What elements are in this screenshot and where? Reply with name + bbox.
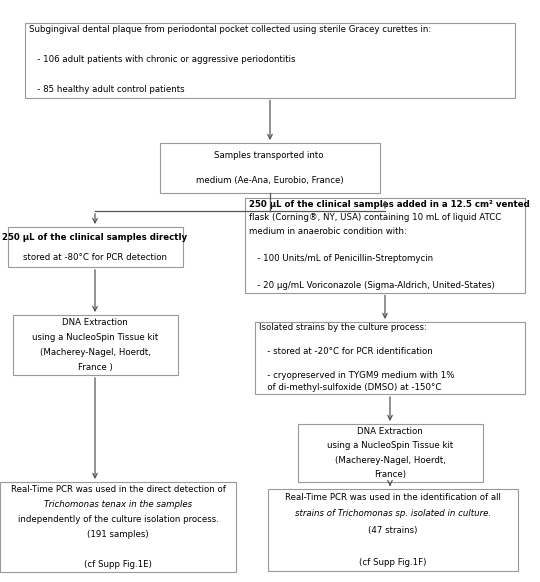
Text: Samples transported into: Samples transported into <box>214 151 326 160</box>
Text: DNA Extraction: DNA Extraction <box>357 427 423 436</box>
Text: Trichomonas tenax in the samples: Trichomonas tenax in the samples <box>44 500 192 509</box>
Text: France ): France ) <box>78 363 112 372</box>
Bar <box>25 23 515 98</box>
Bar <box>12 315 178 375</box>
Text: 250 µL of the clinical samples added in a 12.5 cm² vented: 250 µL of the clinical samples added in … <box>249 200 530 209</box>
Text: - 106 adult patients with chronic or aggressive periodontitis: - 106 adult patients with chronic or agg… <box>29 55 295 65</box>
Text: using a NucleoSpin Tissue kit: using a NucleoSpin Tissue kit <box>327 441 453 450</box>
Text: flask (Corning®, NY, USA) containing 10 mL of liquid ATCC: flask (Corning®, NY, USA) containing 10 … <box>249 214 501 222</box>
Bar <box>160 143 380 193</box>
Text: - 85 healthy adult control patients: - 85 healthy adult control patients <box>29 86 185 94</box>
Text: stored at -80°C for PCR detection: stored at -80°C for PCR detection <box>23 253 167 261</box>
Bar <box>245 197 525 293</box>
Text: France): France) <box>374 470 406 479</box>
Text: - 20 µg/mL Voriconazole (Sigma-Aldrich, United-States): - 20 µg/mL Voriconazole (Sigma-Aldrich, … <box>249 281 495 290</box>
Text: Real-Time PCR was used in the direct detection of: Real-Time PCR was used in the direct det… <box>11 485 225 494</box>
Text: Subgingival dental plaque from periodontal pocket collected using sterile Gracey: Subgingival dental plaque from periodont… <box>29 26 431 34</box>
Bar <box>255 322 525 394</box>
Bar <box>8 227 183 267</box>
Text: DNA Extraction: DNA Extraction <box>62 318 128 327</box>
Text: 250 µL of the clinical samples directly: 250 µL of the clinical samples directly <box>3 232 187 242</box>
Text: medium (Ae-Ana, Eurobio, France): medium (Ae-Ana, Eurobio, France) <box>196 176 344 185</box>
Text: - 100 Units/mL of Penicillin-Streptomycin: - 100 Units/mL of Penicillin-Streptomyci… <box>249 254 433 263</box>
Text: independently of the culture isolation process.: independently of the culture isolation p… <box>18 515 219 524</box>
Text: - cryopreserved in TYGM9 medium with 1%: - cryopreserved in TYGM9 medium with 1% <box>259 371 455 381</box>
Text: using a NucleoSpin Tissue kit: using a NucleoSpin Tissue kit <box>32 333 158 342</box>
Text: - stored at -20°C for PCR identification: - stored at -20°C for PCR identification <box>259 347 433 357</box>
Bar <box>0 482 236 572</box>
Text: (47 strains): (47 strains) <box>368 526 417 534</box>
Text: (Macherey-Nagel, Hoerdt,: (Macherey-Nagel, Hoerdt, <box>39 348 151 357</box>
Text: (191 samples): (191 samples) <box>87 530 149 539</box>
Text: (cf Supp Fig.1E): (cf Supp Fig.1E) <box>84 560 152 569</box>
Text: Real-Time PCR was used in the identification of all: Real-Time PCR was used in the identifica… <box>285 493 501 502</box>
Text: (Macherey-Nagel, Hoerdt,: (Macherey-Nagel, Hoerdt, <box>335 456 446 465</box>
Bar <box>268 489 518 571</box>
Text: strains of Trichomonas sp. isolated in culture.: strains of Trichomonas sp. isolated in c… <box>295 509 491 518</box>
Text: (cf Supp Fig.1F): (cf Supp Fig.1F) <box>359 558 427 567</box>
Text: of di-methyl-sulfoxide (DMSO) at -150°C: of di-methyl-sulfoxide (DMSO) at -150°C <box>259 384 441 392</box>
Text: Isolated strains by the culture process:: Isolated strains by the culture process: <box>259 324 427 332</box>
Bar <box>298 424 483 482</box>
Text: medium in anaerobic condition with:: medium in anaerobic condition with: <box>249 227 407 236</box>
